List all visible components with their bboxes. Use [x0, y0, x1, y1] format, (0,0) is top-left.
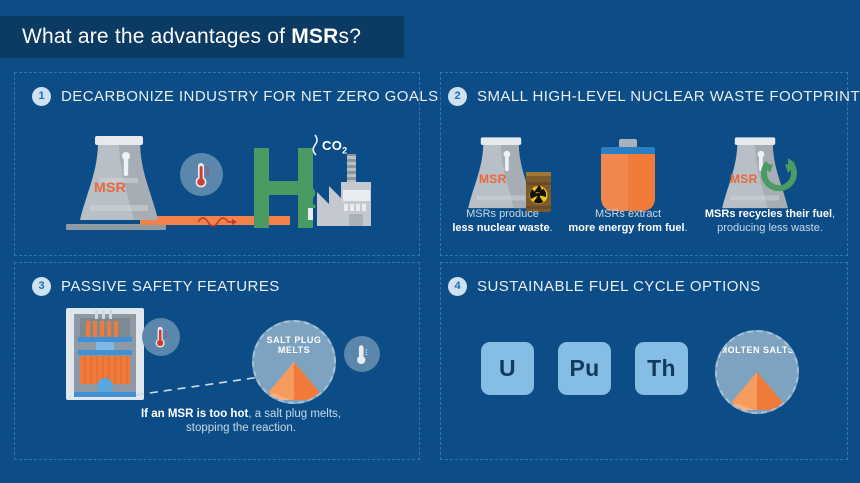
- factory-icon: [303, 154, 371, 226]
- cooling-tower-waste-icon: MSR: [464, 134, 538, 214]
- panel-waste-footprint: [440, 72, 848, 256]
- radioactive-barrel-icon: [526, 172, 551, 212]
- cooling-tower-icon: MSR: [76, 132, 162, 227]
- molten-salts-icon: MOLTEN SALTS: [715, 330, 799, 414]
- panel-passive-safety: [14, 262, 420, 460]
- panel-title-3: PASSIVE SAFETY FEATURES: [61, 278, 280, 295]
- tower-base-ground: [66, 224, 166, 230]
- element-tile-pu[interactable]: Pu: [558, 342, 611, 395]
- panel-2-header: 2 SMALL HIGH-LEVEL NUCLEAR WASTE FOOTPRI…: [448, 87, 860, 106]
- caption-salt-plug: If an MSR is too hot, a salt plug melts,…: [140, 408, 341, 434]
- panel-number-badge-2: 2: [448, 87, 467, 106]
- element-tile-th[interactable]: Th: [635, 342, 688, 395]
- panel-title-2: SMALL HIGH-LEVEL NUCLEAR WASTE FOOTPRINT: [477, 88, 860, 105]
- heat-wave-icon: [197, 217, 237, 227]
- co2-label: CO2: [322, 138, 348, 156]
- co2-plume-icon: [312, 134, 318, 156]
- panel-1-header: 1 DECARBONIZE INDUSTRY FOR NET ZERO GOAL…: [32, 87, 439, 106]
- panel-number-badge-3: 3: [32, 277, 51, 296]
- thermometer-icon-2: [142, 318, 180, 356]
- panel-decarbonize: [14, 72, 420, 256]
- caption-recycles-fuel: MSRs recycles their fuel, producing less…: [704, 208, 836, 234]
- panel-fuel-cycle: [440, 262, 848, 460]
- panel-number-badge-4: 4: [448, 277, 467, 296]
- thermometer-icon-1: [180, 153, 223, 196]
- salt-plug-icon: SALT PLUG MELTS: [252, 320, 336, 404]
- thermometer-icon-3: [344, 336, 380, 372]
- recycle-arrows-icon: [761, 158, 797, 192]
- heat-pipe: [140, 216, 290, 225]
- page-title: What are the advantages of MSRs?: [22, 25, 362, 48]
- panel-3-header: 3 PASSIVE SAFETY FEATURES: [32, 277, 280, 296]
- salt-plug-label: SALT PLUG MELTS: [266, 334, 322, 355]
- panel-title-4: SUSTAINABLE FUEL CYCLE OPTIONS: [477, 278, 761, 295]
- reactor-vessel-icon: [66, 308, 144, 400]
- hydrogen-subscript: 2: [300, 182, 317, 215]
- battery-icon: [601, 139, 655, 211]
- panel-4-header: 4 SUSTAINABLE FUEL CYCLE OPTIONS: [448, 277, 761, 296]
- element-tile-u[interactable]: U: [481, 342, 534, 395]
- tower-label-msr-3: MSR: [730, 172, 758, 186]
- connector-dashed-line: [136, 376, 261, 396]
- tower-label-msr-2: MSR: [479, 172, 507, 186]
- caption-less-waste: MSRs produce less nuclear waste.: [452, 208, 553, 234]
- molten-salts-label: MOLTEN SALTS: [719, 344, 795, 355]
- cooling-tower-recycle-icon: MSR: [718, 134, 792, 214]
- panel-number-badge-1: 1: [32, 87, 51, 106]
- page-title-bar: What are the advantages of MSRs?: [0, 16, 404, 58]
- tower-label-msr-1: MSR: [94, 179, 127, 195]
- caption-more-energy: MSRs extract more energy from fuel.: [568, 208, 688, 234]
- panel-title-1: DECARBONIZE INDUSTRY FOR NET ZERO GOALS: [61, 88, 439, 105]
